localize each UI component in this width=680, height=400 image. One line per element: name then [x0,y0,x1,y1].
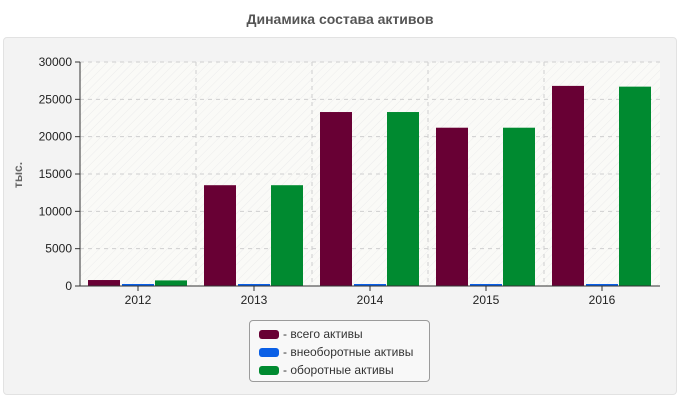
legend-swatch [259,347,279,357]
bar [320,112,352,286]
y-tick-label: 10000 [39,204,73,218]
axes: 0 5000 10000 15000 20000 25000 30000 2012 2013 20… [39,55,660,307]
bar [204,185,236,286]
bars [88,85,651,286]
bar [88,280,120,286]
legend: - всего активы - внеоборотные активы - обо… [249,320,430,382]
bar [552,85,584,286]
bar [586,284,618,286]
legend-label: - всего активы [283,327,363,341]
bar [271,185,303,286]
chart-title: Динамика состава активов [246,11,434,27]
y-tick-label: 20000 [39,130,73,144]
legend-item: - оборотные активы [259,361,429,379]
x-tick-label: 2013 [241,293,268,307]
x-tick-label: 2014 [357,293,384,307]
y-tick-label: 30000 [39,55,73,69]
legend-item: - внеоборотные активы [259,343,429,361]
x-tick-label: 2015 [473,293,500,307]
legend-item: - всего активы [259,325,429,343]
y-tick-label: 15000 [39,167,73,181]
bar [155,280,187,286]
bar [470,284,502,286]
y-axis-label: тыс. [11,162,25,188]
bar [122,284,154,286]
bar [387,112,419,286]
y-tick-label: 0 [65,279,72,293]
bar [436,127,468,286]
bar [238,284,270,286]
bar [503,127,535,286]
y-tick-label: 25000 [39,92,73,106]
legend-label: - внеоборотные активы [283,345,414,359]
bar [619,86,651,286]
x-tick-label: 2012 [125,293,152,307]
legend-swatch [259,365,279,375]
y-tick-label: 5000 [45,242,72,256]
legend-label: - оборотные активы [283,363,394,377]
x-tick-label: 2016 [589,293,616,307]
legend-swatch [259,329,279,339]
legend-items: - всего активы - внеоборотные активы - обо… [259,325,429,379]
bar [354,284,386,286]
